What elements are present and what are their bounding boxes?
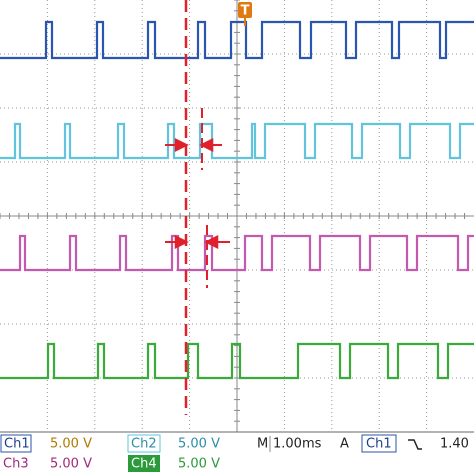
trigger-marker: T [238, 2, 252, 26]
waveform [0, 122, 474, 160]
channel-label: Ch2 [131, 437, 157, 452]
trigger-level: 1.40 [440, 437, 469, 452]
channel-scale: 5.00 V [178, 457, 220, 472]
channel-label: Ch1 [4, 437, 30, 452]
ch1-box [0, 434, 32, 453]
trigger-source-box [361, 434, 397, 453]
channel-scale: 5.00 V [50, 437, 92, 452]
arrow-head [174, 234, 189, 250]
trigger-slope [408, 439, 422, 450]
trigger-label: T [241, 4, 250, 19]
channel-scale: 5.00 V [50, 457, 92, 472]
waveform [0, 20, 474, 60]
ch2-box [127, 434, 161, 453]
timebase-prefix: M [257, 437, 268, 452]
channel-label: Ch4 [131, 457, 157, 472]
timebase: 1.00ms [273, 437, 322, 452]
status-background [0, 432, 474, 474]
ch4-box [128, 455, 160, 472]
channel-scale: 5.00 V [178, 437, 220, 452]
waveform [0, 342, 474, 380]
cursors [165, 0, 230, 415]
waveform [0, 234, 474, 272]
trigger-mode: A [340, 437, 349, 452]
arrow-head [204, 234, 219, 250]
status-bar: Ch1 5.00 V Ch2 5.00 V M 1.00ms A Ch1 1.4… [0, 431, 474, 474]
traces [0, 20, 474, 380]
channel-label: Ch3 [3, 457, 29, 472]
graticule [0, 0, 474, 432]
trigger-box [238, 2, 252, 18]
arrow-head [199, 137, 214, 153]
trigger-source: Ch1 [366, 437, 392, 452]
arrow-head [174, 137, 189, 153]
